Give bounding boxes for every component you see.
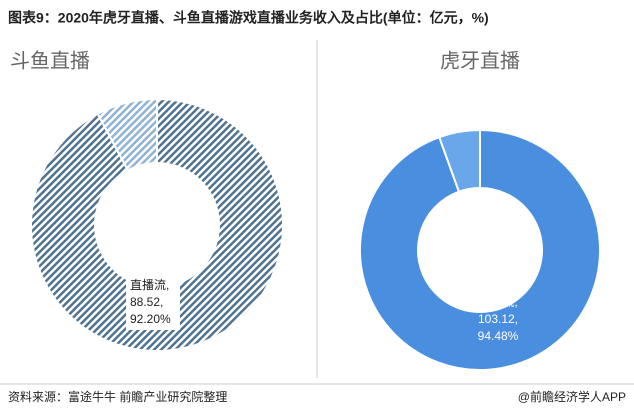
value-label: 88.52, <box>130 295 163 309</box>
watermark: @前瞻经济学人APP <box>518 389 626 404</box>
slice <box>437 128 481 193</box>
chart-title: 虎牙直播 <box>440 49 520 72</box>
percent-label: 94.48% <box>478 329 519 343</box>
source: 资料来源：富途牛牛 前瞻产业研究院整理 <box>8 389 227 404</box>
category-label: 直播流, <box>478 295 517 309</box>
chart-title: 斗鱼直播 <box>10 49 90 72</box>
slice <box>96 97 158 172</box>
slice <box>30 97 284 352</box>
category-label: 直播流, <box>130 278 169 292</box>
slice <box>359 128 601 371</box>
label-box <box>126 276 180 330</box>
percent-label: 92.20% <box>130 312 171 326</box>
figure-title: 图表9：2020年虎牙直播、斗鱼直播游戏直播业务收入及占比(单位：亿元，%) <box>8 10 489 26</box>
value-label: 103.12, <box>478 312 518 326</box>
